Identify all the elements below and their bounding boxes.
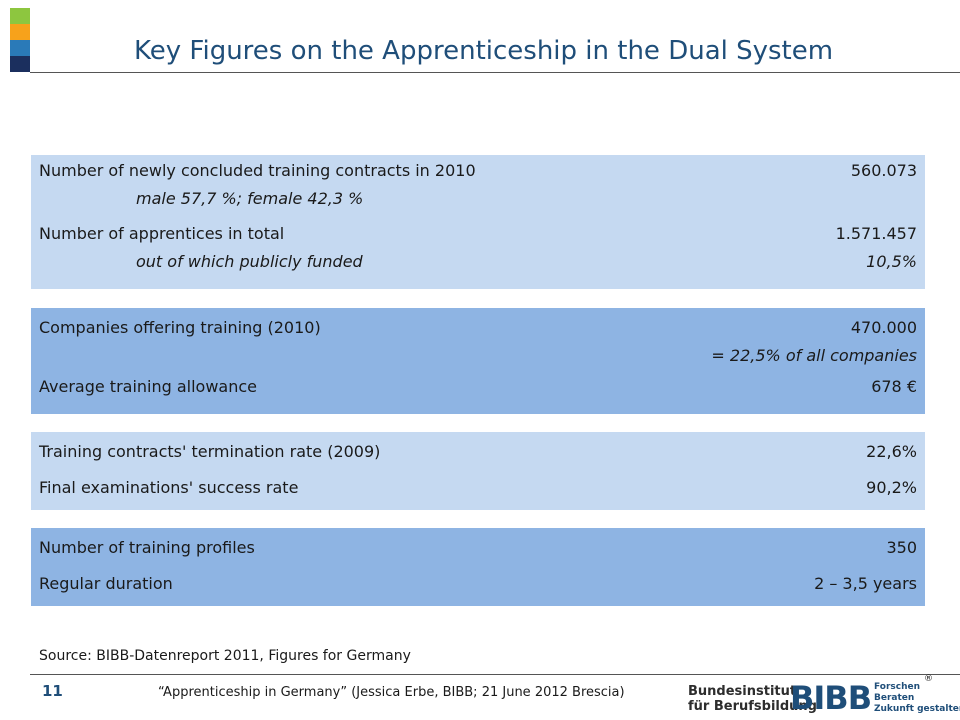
- termination-rate-value: 22,6%: [866, 442, 917, 461]
- training-allowance-label: Average training allowance: [39, 377, 258, 396]
- new-contracts-label: Number of newly concluded training contr…: [39, 161, 476, 180]
- title-divider: [30, 72, 960, 73]
- accent-strip-blue: [10, 40, 30, 56]
- logo-institute-name: Bundesinstitut für Berufsbildung: [688, 684, 817, 714]
- logo-line-1: Bundesinstitut: [688, 684, 797, 699]
- training-profiles-label: Number of training profiles: [39, 538, 255, 557]
- logo-tag-3: Zukunft gestalten: [874, 704, 960, 714]
- contracts-box: Number of newly concluded training contr…: [31, 155, 925, 289]
- companies-share-value: = 22,5% of all companies: [711, 346, 917, 365]
- row-new-contracts: Number of newly concluded training contr…: [39, 160, 917, 182]
- bibb-logo: Bundesinstitut für Berufsbildung BIBB Fo…: [688, 674, 960, 720]
- companies-training-label: Companies offering training (2010): [39, 318, 321, 337]
- accent-strip-green: [10, 8, 30, 24]
- row-success-rate: Final examinations' success rate 90,2%: [39, 477, 917, 499]
- source-note: Source: BIBB-Datenreport 2011, Figures f…: [39, 648, 411, 664]
- apprentices-total-value: 1.571.457: [835, 224, 917, 243]
- row-termination-rate: Training contracts' termination rate (20…: [39, 441, 917, 463]
- accent-strip-navy: [10, 56, 30, 72]
- footer-divider: [30, 674, 960, 675]
- row-training-allowance: Average training allowance 678 €: [39, 376, 917, 398]
- success-rate-label: Final examinations' success rate: [39, 478, 299, 497]
- termination-rate-label: Training contracts' termination rate (20…: [39, 442, 381, 461]
- rates-box: Training contracts' termination rate (20…: [31, 432, 925, 510]
- row-publicly-funded: out of which publicly funded 10,5%: [39, 251, 917, 273]
- slide-title: Key Figures on the Apprenticeship in the…: [134, 36, 834, 66]
- training-profiles-value: 350: [886, 538, 917, 557]
- page-number: 11: [42, 682, 63, 700]
- gender-split-label: male 57,7 %; female 42,3 %: [136, 189, 364, 208]
- training-allowance-value: 678 €: [871, 377, 917, 396]
- logo-tag-1: Forschen: [874, 682, 921, 692]
- companies-training-value: 470.000: [850, 318, 917, 337]
- publicly-funded-label: out of which publicly funded: [136, 252, 363, 271]
- apprentices-total-label: Number of apprentices in total: [39, 224, 285, 243]
- footer-caption: “Apprenticeship in Germany” (Jessica Erb…: [158, 685, 625, 700]
- publicly-funded-value: 10,5%: [866, 252, 917, 271]
- row-companies-training: Companies offering training (2010) 470.0…: [39, 317, 917, 339]
- row-companies-share: = 22,5% of all companies: [39, 345, 917, 367]
- row-gender-split: male 57,7 %; female 42,3 %: [39, 188, 917, 210]
- row-training-profiles: Number of training profiles 350: [39, 537, 917, 559]
- registered-mark: ®: [924, 674, 933, 684]
- success-rate-value: 90,2%: [866, 478, 917, 497]
- accent-strip-orange: [10, 24, 30, 40]
- regular-duration-value: 2 – 3,5 years: [814, 574, 917, 593]
- row-apprentices-total: Number of apprentices in total 1.571.457: [39, 223, 917, 245]
- regular-duration-label: Regular duration: [39, 574, 173, 593]
- logo-line-2: für Berufsbildung: [688, 699, 817, 714]
- profiles-box: Number of training profiles 350 Regular …: [31, 528, 925, 606]
- logo-mark: BIBB: [790, 679, 872, 717]
- companies-box: Companies offering training (2010) 470.0…: [31, 308, 925, 414]
- new-contracts-value: 560.073: [850, 161, 917, 180]
- logo-tagline: Forschen Beraten Zukunft gestalten: [874, 682, 960, 715]
- logo-tag-2: Beraten: [874, 693, 915, 703]
- row-regular-duration: Regular duration 2 – 3,5 years: [39, 573, 917, 595]
